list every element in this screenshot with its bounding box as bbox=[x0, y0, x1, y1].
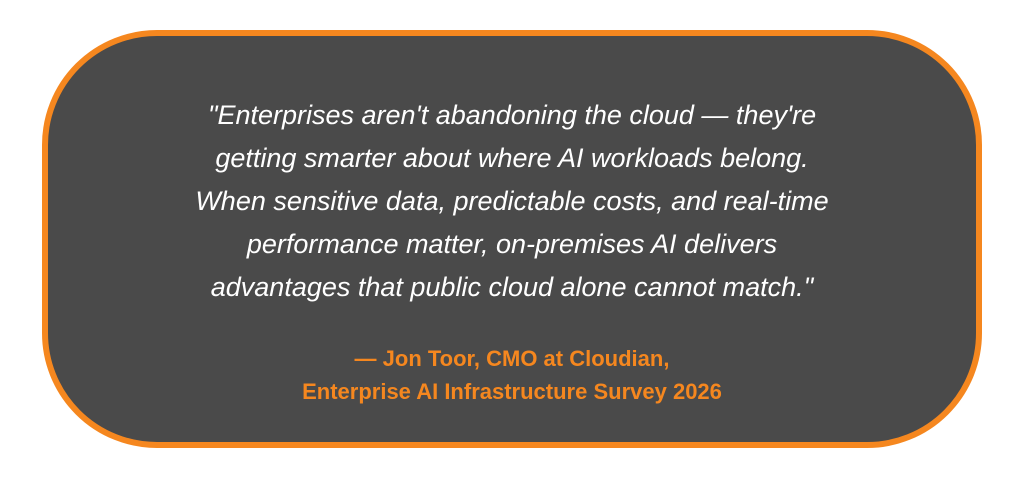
quote-line: When sensitive data, predictable costs, … bbox=[195, 186, 829, 216]
attribution-line: Enterprise AI Infrastructure Survey 2026 bbox=[302, 379, 722, 404]
quote-text: "Enterprises aren't abandoning the cloud… bbox=[48, 94, 976, 309]
quote-line: getting smarter about where AI workloads… bbox=[215, 143, 809, 173]
quote-line: advantages that public cloud alone canno… bbox=[210, 272, 814, 302]
attribution: — Jon Toor, CMO at Cloudian, Enterprise A… bbox=[48, 342, 976, 408]
quote-card: "Enterprises aren't abandoning the cloud… bbox=[42, 30, 982, 448]
quote-line: performance matter, on-premises AI deliv… bbox=[246, 229, 778, 259]
quote-line: "Enterprises aren't abandoning the cloud… bbox=[207, 100, 817, 130]
attribution-line: — Jon Toor, CMO at Cloudian, bbox=[354, 346, 670, 371]
